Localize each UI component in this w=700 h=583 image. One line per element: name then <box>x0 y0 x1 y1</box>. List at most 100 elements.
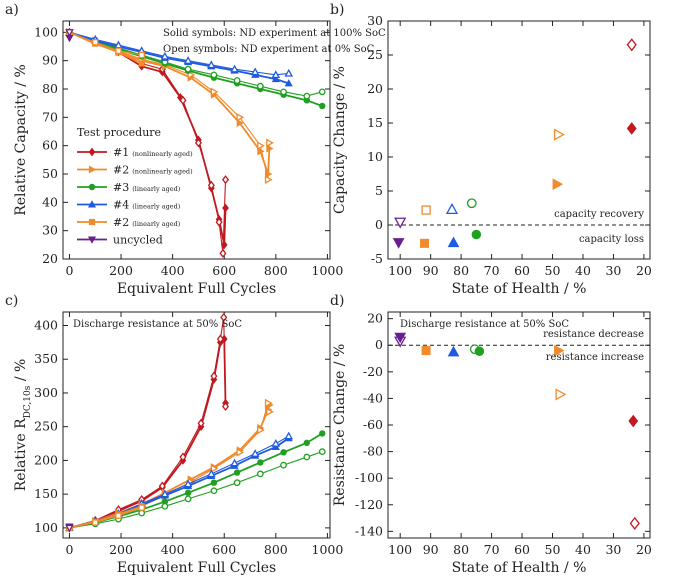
y-axis-label-main: Relative Capacity / % <box>13 64 29 216</box>
data-point-open <box>257 425 265 435</box>
data-point-solid <box>236 118 244 128</box>
data-point <box>626 38 637 52</box>
data-point-open <box>115 512 122 519</box>
legend-note: (linearly aged) <box>132 220 181 228</box>
series-5 <box>65 523 74 533</box>
data-point-solid <box>138 60 145 67</box>
data-point-open <box>284 68 294 77</box>
annotation: Open symbols: ND experiment at 0% SoC <box>163 44 375 55</box>
data-point <box>555 388 567 401</box>
data-point <box>552 178 564 191</box>
panel-label: c) <box>5 293 18 309</box>
legend-name: #3 <box>113 181 129 194</box>
series-line-open <box>69 507 142 529</box>
legend-marker <box>88 147 96 157</box>
y-tick-label: 90 <box>42 53 58 68</box>
y-tick-label: -60 <box>363 417 383 432</box>
series-line-open <box>69 435 289 529</box>
series-line-solid <box>69 337 227 529</box>
data-point-open <box>210 71 218 79</box>
data-point-open <box>264 398 273 408</box>
data-point-open <box>220 312 228 322</box>
legend-label: #2 (linearly aged) <box>113 216 181 229</box>
y-tick-label: 30 <box>42 223 58 238</box>
panel-1: b) 100 90 80 70 60 50 40 30 20 -5 0 5 10 15 20 25 30 State… <box>330 2 652 297</box>
y-tick-label: 250 <box>34 419 58 434</box>
data-point-solid <box>257 459 264 466</box>
legend-marker <box>88 165 97 174</box>
data-point-open <box>266 407 274 417</box>
y-tick-label: -40 <box>363 390 383 405</box>
data-point-open <box>233 479 241 487</box>
data-point-open <box>210 487 218 495</box>
x-tick-label: 30 <box>605 263 621 278</box>
data-point-open <box>221 401 230 412</box>
annotation: Solid symbols: ND experiment at 100% SoC <box>163 28 386 39</box>
y-tick-label: 150 <box>34 486 58 501</box>
data-point-open <box>219 248 227 258</box>
y-tick-label: 30 <box>367 13 383 28</box>
data-point <box>628 414 639 428</box>
data-point-open <box>264 175 273 184</box>
y-tick-label: 40 <box>42 194 58 209</box>
y-axis-label: Capacity Change / % <box>332 66 348 214</box>
legend-label: #4 (linearly aged) <box>113 199 181 212</box>
data-point-solid <box>233 469 241 476</box>
data-point <box>471 229 482 240</box>
data-point-open <box>183 479 193 488</box>
x-tick-label: 20 <box>636 263 652 278</box>
data-point-open <box>271 439 281 447</box>
data-point-open <box>280 88 287 96</box>
y-axis-label-main: Resistance Change / % <box>332 344 348 507</box>
x-tick-label: 800 <box>264 263 288 278</box>
data-point-open <box>194 138 202 148</box>
series-5 <box>65 29 74 43</box>
series-line-open <box>69 31 323 97</box>
y-axis-label: Resistance Change / % <box>332 344 348 507</box>
y-axis-label-sub: DC,10s <box>23 385 33 418</box>
panel-2: c) 0 200 400 600 800 1000 100 150 200 250 300 350 400… <box>5 293 343 576</box>
y-tick-label: 25 <box>367 47 383 62</box>
y-tick-label: 80 <box>42 81 58 96</box>
data-point-open <box>266 138 274 148</box>
y-tick-label: 100 <box>34 24 58 39</box>
data-point <box>474 346 485 356</box>
y-tick-label: 0 <box>375 217 383 232</box>
x-tick-label: 600 <box>212 263 236 278</box>
x-tick-label: 40 <box>575 542 591 557</box>
data-point <box>394 217 407 229</box>
data-point-open <box>207 469 216 478</box>
x-tick-label: 20 <box>636 542 652 557</box>
data-point-open <box>138 51 145 59</box>
y-tick-label: 50 <box>42 166 58 181</box>
y-tick-label: 100 <box>34 520 58 535</box>
x-tick-label: 600 <box>212 542 236 557</box>
series-line-solid <box>69 404 271 529</box>
data-point <box>420 238 430 248</box>
x-tick-label: 60 <box>514 542 530 557</box>
y-tick-label: -5 <box>371 251 383 266</box>
annotation: Discharge resistance at 50% SoC <box>400 319 569 330</box>
legend-label: #3 (linearly aged) <box>113 181 181 194</box>
annotation: resistance decrease <box>543 329 644 340</box>
data-point-open <box>184 495 192 503</box>
y-tick-label: 0 <box>375 337 383 352</box>
data-point <box>629 516 640 530</box>
data-point-solid <box>184 489 192 497</box>
legend-marker <box>88 183 96 191</box>
series-line-open <box>69 31 142 56</box>
annotation: Discharge resistance at 50% SoC <box>73 319 242 330</box>
y-tick-label: 350 <box>34 351 58 366</box>
data-point-open <box>221 175 230 185</box>
data-point-open <box>114 40 123 49</box>
x-tick-label: 70 <box>484 542 500 557</box>
data-point-open <box>250 449 260 457</box>
data-point-open <box>318 88 326 96</box>
x-tick-label: 30 <box>605 542 621 557</box>
data-point-open <box>184 65 192 73</box>
data-point-open <box>138 504 145 511</box>
y-tick-label: 15 <box>367 115 383 130</box>
y-tick-label: 20 <box>367 81 383 96</box>
data-point-open <box>160 489 170 498</box>
data-point-open <box>257 141 265 150</box>
